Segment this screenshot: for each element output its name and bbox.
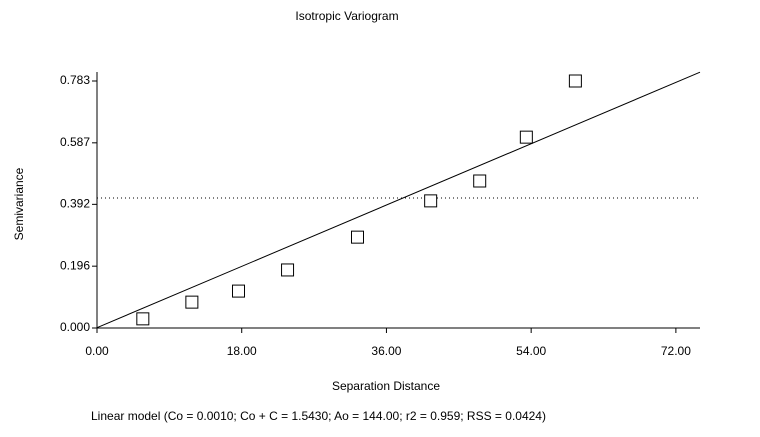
x-tick-label: 18.00 bbox=[227, 344, 257, 358]
model-summary: Linear model (Co = 0.0010; Co + C = 1.54… bbox=[91, 409, 546, 423]
y-tick-label: 0.196 bbox=[60, 258, 90, 272]
data-point bbox=[473, 174, 487, 188]
data-point bbox=[136, 312, 150, 326]
data-point bbox=[568, 74, 582, 88]
x-tick-label: 0.00 bbox=[85, 344, 109, 358]
x-tick-label: 54.00 bbox=[516, 344, 546, 358]
y-tick-label: 0.000 bbox=[60, 320, 90, 334]
data-point bbox=[232, 284, 246, 298]
y-tick-label: 0.587 bbox=[60, 135, 90, 149]
x-tick-label: 72.00 bbox=[661, 344, 691, 358]
x-tick-label: 36.00 bbox=[371, 344, 401, 358]
y-tick-label: 0.392 bbox=[60, 197, 90, 211]
x-axis-label: Separation Distance bbox=[332, 379, 440, 393]
y-axis-label: Semivariance bbox=[12, 167, 26, 240]
data-point bbox=[424, 194, 438, 208]
y-tick-label: 0.783 bbox=[60, 73, 90, 87]
data-point bbox=[519, 130, 533, 144]
data-point bbox=[185, 295, 199, 309]
chart-title: Isotropic Variogram bbox=[295, 9, 398, 23]
model-line bbox=[96, 71, 701, 329]
data-point bbox=[281, 263, 295, 277]
data-point bbox=[350, 230, 364, 244]
